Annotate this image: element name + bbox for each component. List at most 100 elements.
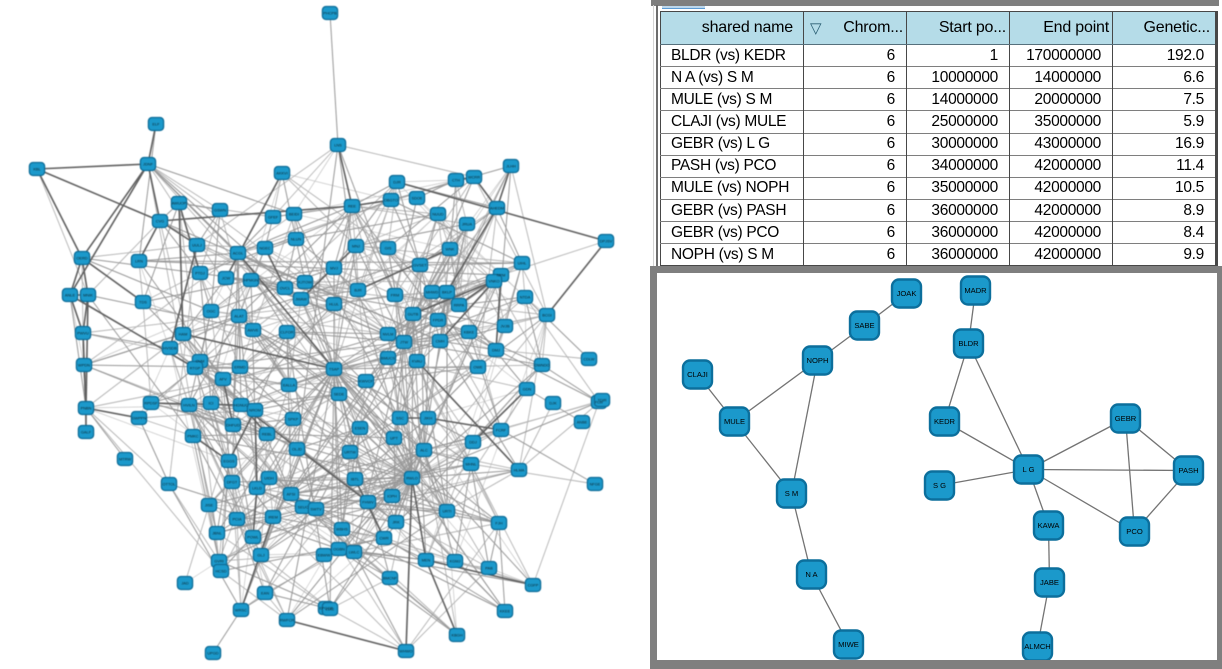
svg-text:MTRW: MTRW xyxy=(119,456,131,461)
svg-text:LRN: LRN xyxy=(135,258,143,263)
svg-text:HPMGN: HPMGN xyxy=(244,277,259,282)
svg-text:NOPH: NOPH xyxy=(806,356,828,365)
svg-text:ELF: ELF xyxy=(152,121,160,126)
svg-text:JDNF: JDNF xyxy=(143,161,154,166)
svg-text:JLHH: JLHH xyxy=(506,163,516,168)
svg-text:HLMA: HLMA xyxy=(514,467,525,472)
svg-text:JAD: JAD xyxy=(181,580,189,585)
svg-text:JRUA: JRUA xyxy=(462,221,473,226)
svg-text:TDS: TDS xyxy=(139,299,147,304)
svg-text:OWNDO: OWNDO xyxy=(534,362,549,367)
svg-text:GSWN: GSWN xyxy=(214,207,226,212)
svg-text:HVILN: HVILN xyxy=(183,402,195,407)
svg-text:EALLA: EALLA xyxy=(283,382,296,387)
svg-text:KJTOW: KJTOW xyxy=(298,279,312,284)
svg-text:MNJ: MNJ xyxy=(352,243,360,248)
svg-text:WCRR: WCRR xyxy=(468,174,480,179)
svg-text:MEN: MEN xyxy=(422,557,431,562)
svg-text:UPT: UPT xyxy=(390,435,398,440)
svg-text:HVSDB: HVSDB xyxy=(163,345,177,350)
svg-text:N A: N A xyxy=(805,570,818,579)
svg-text:UPGD: UPGD xyxy=(207,650,218,655)
svg-text:KWVCF: KWVCF xyxy=(359,378,374,383)
svg-text:WBHS: WBHS xyxy=(336,526,348,531)
svg-text:CGFP: CGFP xyxy=(528,582,539,587)
svg-text:AFSI: AFSI xyxy=(287,491,296,496)
svg-text:MHWD: MHWD xyxy=(426,289,439,294)
svg-text:JCW: JCW xyxy=(222,275,231,280)
svg-text:AKKVI: AKKVI xyxy=(276,170,287,175)
svg-text:KGMJ: KGMJ xyxy=(450,558,461,563)
svg-text:JBNL: JBNL xyxy=(212,530,222,535)
svg-text:POWL: POWL xyxy=(247,534,259,539)
svg-text:VNKO: VNKO xyxy=(488,278,499,283)
svg-text:JRK: JRK xyxy=(392,519,400,524)
svg-text:KBGH: KBGH xyxy=(451,632,462,637)
svg-text:BLDR: BLDR xyxy=(958,339,979,348)
svg-text:IOPH: IOPH xyxy=(387,493,397,498)
svg-text:NUUD: NUUD xyxy=(432,211,443,216)
svg-text:UIHL: UIHL xyxy=(518,260,528,265)
svg-text:FJH: FJH xyxy=(495,520,502,525)
svg-text:LDIE: LDIE xyxy=(326,606,335,611)
svg-text:OVM: OVM xyxy=(196,358,205,363)
svg-text:SEDE: SEDE xyxy=(334,391,345,396)
svg-text:ALAT: ALAT xyxy=(234,313,244,318)
svg-text:NPM: NPM xyxy=(497,272,506,277)
svg-text:MVJ: MVJ xyxy=(330,265,338,270)
svg-text:WPDN: WPDN xyxy=(78,362,90,367)
svg-text:CLAJI: CLAJI xyxy=(687,370,708,379)
svg-text:DPJSV: DPJSV xyxy=(600,238,613,243)
svg-text:HLUL: HLUL xyxy=(329,301,340,306)
svg-text:S G: S G xyxy=(932,481,945,490)
svg-text:GIS: GIS xyxy=(385,245,392,250)
svg-text:JTW: JTW xyxy=(400,339,408,344)
svg-text:BKLP: BKLP xyxy=(442,289,452,294)
svg-text:NLUN: NLUN xyxy=(291,236,302,241)
svg-text:OERD: OERD xyxy=(76,255,87,260)
svg-text:ALC: ALC xyxy=(420,447,428,452)
svg-text:JWAW: JWAW xyxy=(295,296,307,301)
svg-text:FRM: FRM xyxy=(391,292,399,297)
svg-text:FCRF: FCRF xyxy=(496,427,507,432)
svg-text:HCSD: HCSD xyxy=(215,568,226,573)
svg-text:PASH: PASH xyxy=(1178,466,1198,475)
svg-text:GLJ: GLJ xyxy=(257,552,264,557)
svg-text:WHWO: WHWO xyxy=(399,648,412,653)
svg-text:JVJB: JVJB xyxy=(500,323,509,328)
svg-text:PCIA: PCIA xyxy=(232,516,241,521)
svg-text:FPDR: FPDR xyxy=(433,317,444,322)
svg-text:CMH: CMH xyxy=(436,338,445,343)
svg-text:UULJ: UULJ xyxy=(192,242,202,247)
svg-text:NFGE: NFGE xyxy=(590,481,601,486)
svg-text:BJR: BJR xyxy=(354,287,362,292)
svg-text:GUTB: GUTB xyxy=(408,311,419,316)
svg-text:DJR: DJR xyxy=(393,179,401,184)
svg-text:KBKE: KBKE xyxy=(464,329,475,334)
svg-text:LWLC: LWLC xyxy=(349,549,360,554)
svg-text:CTH: CTH xyxy=(452,177,460,182)
svg-text:FHWV: FHWV xyxy=(362,499,374,504)
svg-text:DDJ: DDJ xyxy=(469,439,477,444)
svg-text:PMKC: PMKC xyxy=(187,433,198,438)
svg-text:GALF: GALF xyxy=(81,429,92,434)
svg-text:ACGL: ACGL xyxy=(233,250,244,255)
svg-text:NGEC: NGEC xyxy=(259,245,270,250)
svg-text:WNK: WNK xyxy=(445,246,454,251)
svg-text:EBWW: EBWW xyxy=(318,552,331,557)
svg-text:BMCNF: BMCNF xyxy=(383,575,397,580)
svg-text:KVAU: KVAU xyxy=(412,358,422,363)
svg-text:MNIK: MNIK xyxy=(83,292,93,297)
svg-text:PHCPB: PHCPB xyxy=(323,10,337,15)
svg-text:NTDA: NTDA xyxy=(520,294,531,299)
svg-text:FLW: FLW xyxy=(595,399,603,404)
svg-text:ANBE: ANBE xyxy=(577,419,588,424)
svg-text:HGNUC: HGNUC xyxy=(234,402,248,407)
svg-text:DHFUD: DHFUD xyxy=(226,422,240,427)
svg-text:OTTOL: OTTOL xyxy=(163,481,177,486)
svg-text:CVG: CVG xyxy=(156,218,164,223)
svg-text:MADR: MADR xyxy=(964,286,987,295)
svg-text:LNS: LNS xyxy=(334,142,342,147)
svg-text:BEIDI: BEIDI xyxy=(289,211,299,216)
svg-text:OBGTO: OBGTO xyxy=(384,197,398,202)
